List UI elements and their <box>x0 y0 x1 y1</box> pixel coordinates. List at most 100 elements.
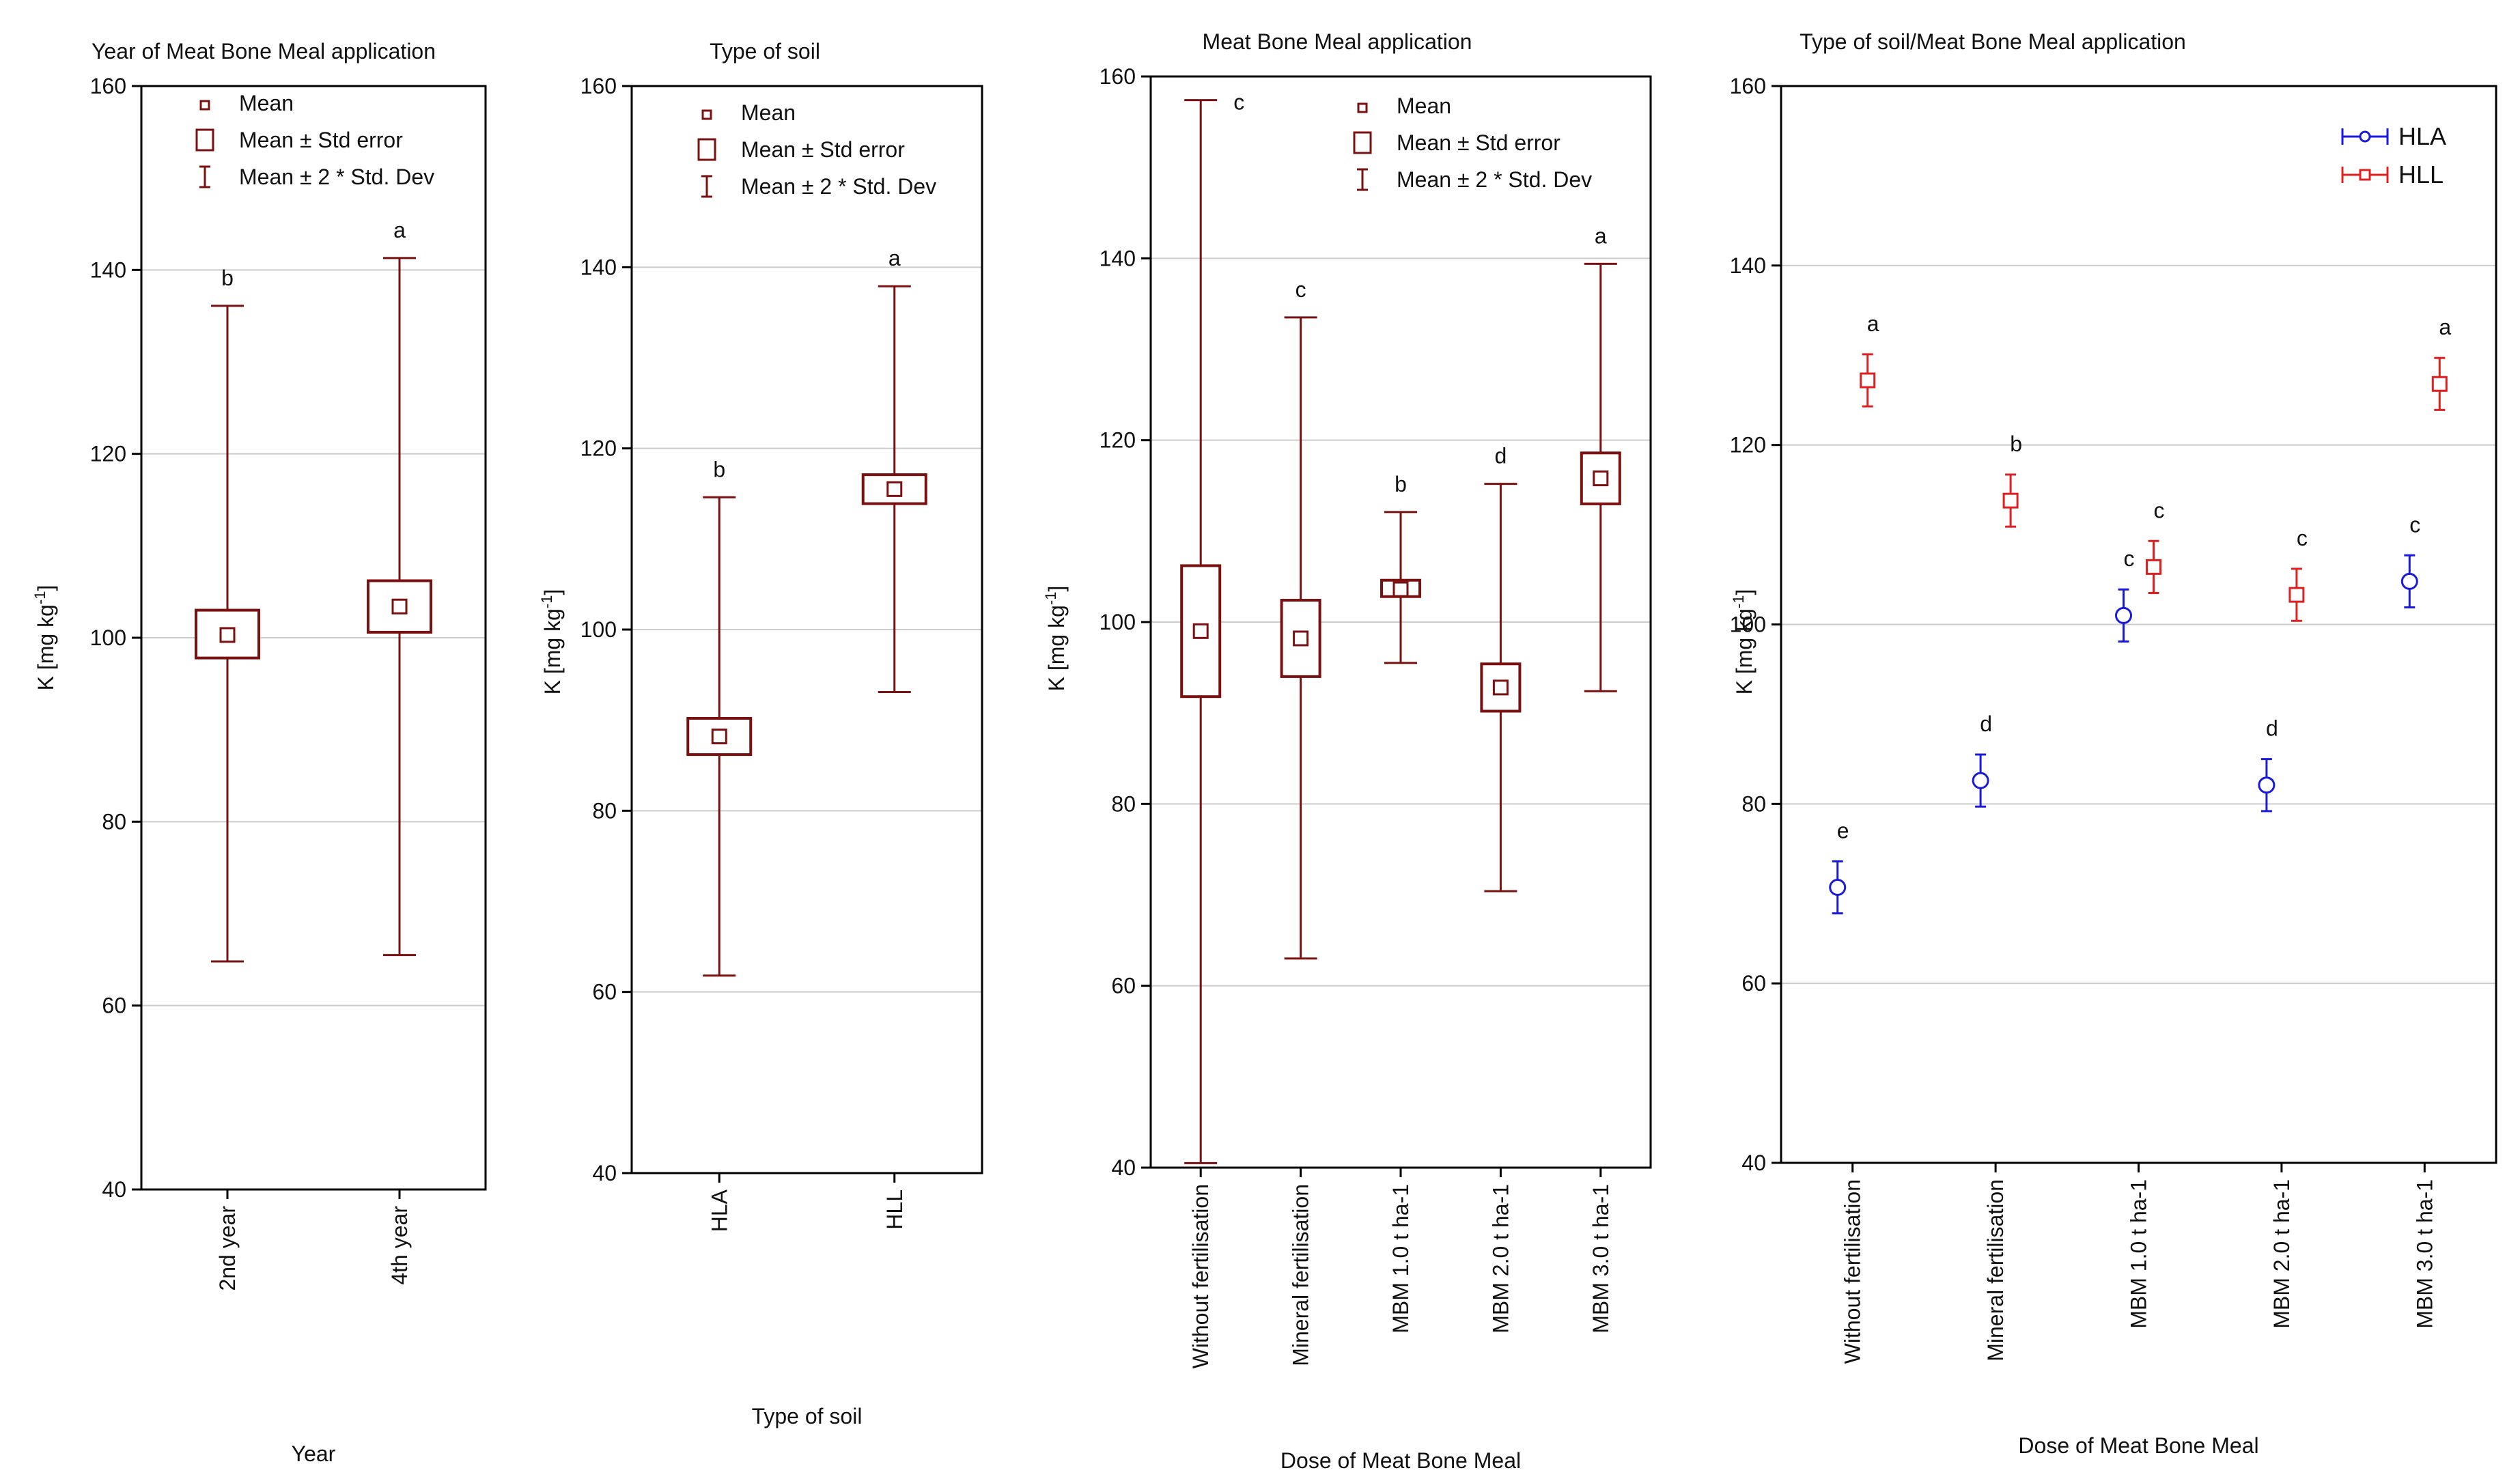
se-box <box>1180 564 1222 699</box>
legend-marker <box>2359 169 2371 181</box>
mean-marker <box>2258 776 2276 794</box>
box-4: a <box>1580 223 1621 692</box>
y-tick-label-5: 140 <box>90 257 126 282</box>
point-HLA-1: d <box>1972 712 1992 808</box>
y-tick-label-2: 80 <box>592 798 617 823</box>
y-tick-label-1: 60 <box>1741 971 1766 996</box>
chart-title: Type of soil/Meat Bone Meal application <box>1800 29 2186 54</box>
y-tick-label-0: 40 <box>1741 1151 1766 1175</box>
point-HLA-2: c <box>2115 546 2135 643</box>
x-axis-label: Type of soil <box>752 1404 863 1428</box>
y-tick-label-1: 60 <box>592 980 617 1004</box>
significance-letter: a <box>393 218 406 242</box>
legend-label-0: Mean <box>239 91 294 115</box>
significance-letter: c <box>2154 498 2165 522</box>
chart-panel-3: 40 60 80 100 120 140 160 K [mg kg-1] Meat Bone M… <box>1042 29 1652 1473</box>
x-tick-label-2: MBM 1.0 t ha-1 <box>2127 1179 2151 1329</box>
legend-label: HLA <box>2398 122 2446 150</box>
box-0: c <box>1180 90 1244 1164</box>
se-box <box>1480 662 1522 713</box>
se-box <box>195 608 260 660</box>
y-tick-label-2: 80 <box>102 809 126 834</box>
y-axis-label: K [mg kg-1] <box>1042 586 1069 692</box>
legend-symbol-se <box>195 128 214 152</box>
se-box <box>1580 451 1621 505</box>
chart-title: Meat Bone Meal application <box>1203 29 1472 54</box>
x-axis-label: Year <box>292 1441 336 1466</box>
legend-label-0: Mean <box>1397 94 1451 118</box>
mean-marker <box>1593 470 1609 487</box>
mean-marker <box>1972 772 1989 789</box>
box-2: b <box>1380 472 1421 664</box>
significance-letter: a <box>2439 315 2451 339</box>
y-axis-label: K [mg kg-1] <box>538 589 565 695</box>
mean-marker <box>1860 372 1876 389</box>
significance-letter: b <box>713 457 725 481</box>
chart-title: Year of Meat Bone Meal application <box>92 39 436 64</box>
y-tick-label-3: 100 <box>90 625 126 650</box>
mean-marker <box>1392 581 1409 597</box>
y-tick-label-6: 160 <box>90 74 126 98</box>
point-HLL-2: c <box>2146 498 2165 595</box>
box-1: a <box>861 246 927 694</box>
legend: Mean Mean ± Std error Mean ± 2 * Std. Dev <box>195 91 434 189</box>
point-HLL-3: c <box>2288 526 2308 622</box>
y-axis-label: K [mg kg-1] <box>31 585 59 691</box>
y-tick-label-1: 60 <box>102 994 126 1018</box>
y-tick-label-0: 40 <box>592 1161 617 1185</box>
chart-panel-1: 40 60 80 100 120 140 160 K [mg kg-1] Year of Mea… <box>31 39 487 1466</box>
point-HLA-0: e <box>1829 818 1849 915</box>
legend-label-2: Mean ± 2 * Std. Dev <box>239 165 434 189</box>
mean-marker <box>886 481 903 497</box>
legend-item-HLA: HLA <box>2341 122 2446 150</box>
legend-symbol-mean <box>199 100 210 111</box>
significance-letter: c <box>2124 546 2135 571</box>
legend: Mean Mean ± Std error Mean ± 2 * Std. Dev <box>1353 94 1592 192</box>
mean-marker <box>2146 559 2161 575</box>
legend: Mean Mean ± Std error Mean ± 2 * Std. Dev <box>697 100 936 199</box>
mean-marker <box>1492 679 1509 696</box>
x-tick-label-4: MBM 3.0 t ha-1 <box>2412 1179 2437 1329</box>
y-tick-label-2: 80 <box>1741 791 1766 816</box>
significance-letter: c <box>2409 512 2420 537</box>
x-tick-label-1: Mineral fertilisation <box>1983 1179 2008 1362</box>
significance-letter: c <box>1233 90 1244 115</box>
legend-label-1: Mean ± Std error <box>1397 130 1560 155</box>
significance-letter: b <box>221 266 234 290</box>
mean-marker <box>1192 623 1209 639</box>
mean-marker <box>2431 376 2448 392</box>
legend-label: HLL <box>2398 160 2444 188</box>
mean-marker <box>2400 572 2418 590</box>
box-3: d <box>1480 444 1522 892</box>
point-HLA-4: c <box>2400 512 2420 609</box>
legend-symbol-se <box>1353 131 1372 154</box>
x-tick-label-1: 4th year <box>387 1206 412 1285</box>
series-HLA: e d c d c <box>1829 512 2420 915</box>
legend-marker <box>2359 130 2371 143</box>
legend-label-2: Mean ± 2 * Std. Dev <box>1397 167 1592 192</box>
mean-marker <box>711 729 727 745</box>
significance-letter: a <box>1595 223 1607 248</box>
significance-letter: a <box>1867 311 1879 336</box>
mean-marker <box>1829 879 1847 897</box>
se-box <box>861 473 927 505</box>
y-tick-label-0: 40 <box>102 1177 126 1202</box>
legend-label-2: Mean ± 2 * Std. Dev <box>741 174 936 199</box>
significance-letter: c <box>2297 526 2308 550</box>
legend-label-0: Mean <box>741 100 796 125</box>
y-tick-label-4: 120 <box>90 442 126 466</box>
mean-marker <box>2115 606 2132 624</box>
significance-letter: d <box>1495 444 1507 468</box>
significance-letter: b <box>1395 472 1407 496</box>
legend-symbol-mean <box>1357 102 1368 113</box>
chart-panel-2: 40 60 80 100 120 140 160 K [mg kg-1] Type of soi… <box>538 39 983 1428</box>
y-tick-label-4: 120 <box>1100 428 1136 453</box>
y-tick-label-6: 160 <box>1100 64 1136 89</box>
box-1: a <box>367 218 432 957</box>
y-tick-label-6: 160 <box>580 74 617 98</box>
x-tick-label-0: Without fertilisation <box>1840 1179 1865 1364</box>
significance-letter: e <box>1837 818 1849 843</box>
y-tick-label-2: 80 <box>1111 791 1136 816</box>
